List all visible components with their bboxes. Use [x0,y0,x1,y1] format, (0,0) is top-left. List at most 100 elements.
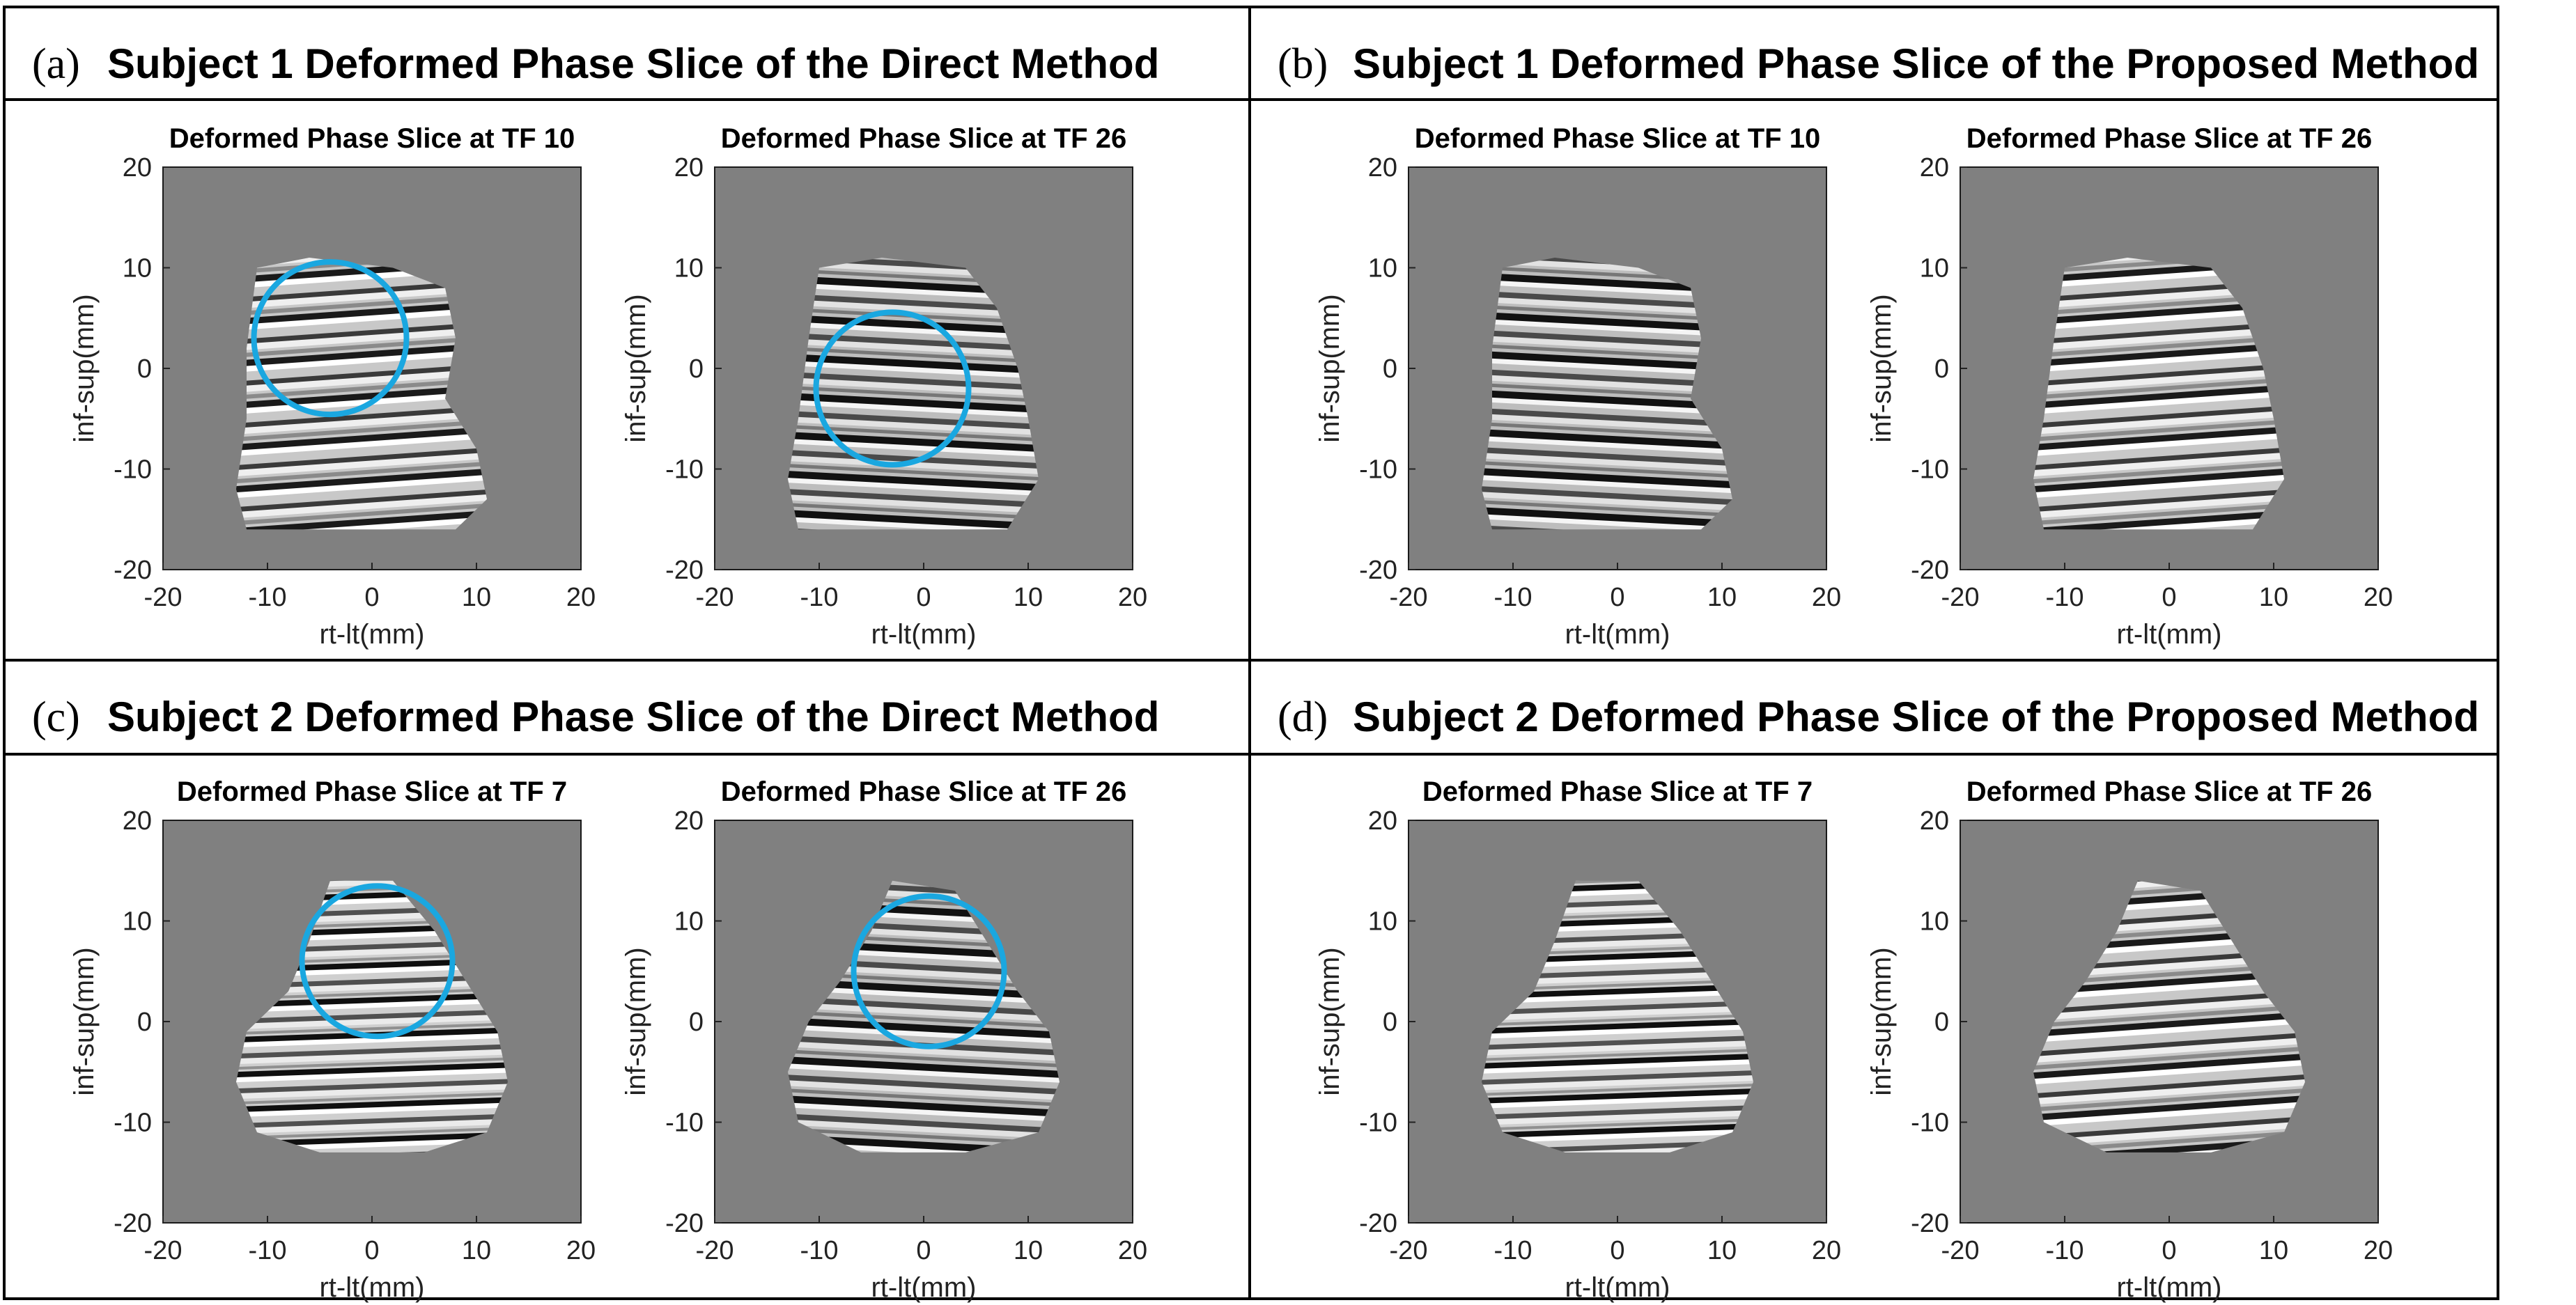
x-tick-label: 20 [1812,583,1841,612]
panel-title-d: Subject 2 Deformed Phase Slice of the Pr… [1353,694,2479,740]
x-tick-label: -20 [1941,583,1980,612]
highlight-circle [851,893,1007,1049]
x-tick-label: 10 [1707,583,1737,612]
y-tick-label: -20 [665,1209,704,1238]
y-tick-label: 10 [123,254,152,283]
y-tick-label: 0 [689,1008,704,1037]
y-axis-label: inf-sup(mm) [621,947,651,1095]
x-tick-label: 10 [1707,1236,1737,1265]
y-tick-label: -10 [1911,455,1949,485]
subplot-a-1: Deformed Phase Slice at TF 10 -20 -10 0 10 20… [69,123,596,650]
y-tick-label: -10 [665,455,704,485]
y-axis-label: inf-sup(mm) [1314,947,1345,1095]
x-axis-label: rt-lt(mm) [871,1272,976,1303]
phase-image [2033,880,2305,1152]
y-tick-label: 0 [1934,354,1949,384]
phase-image [1482,880,1753,1152]
y-tick-label: -10 [1359,1109,1397,1138]
y-tick-label: 0 [1934,1008,1949,1037]
x-tick-label: 0 [2162,583,2176,612]
x-tick-label: 10 [1014,1236,1043,1265]
x-tick-label: -10 [249,1236,287,1265]
panel-label-c: (c) [32,694,80,741]
x-tick-label: 0 [364,583,379,612]
subplot-title: Deformed Phase Slice at TF 7 [177,776,567,807]
y-tick-label: 0 [1383,354,1397,384]
y-tick-label: 10 [1368,254,1397,283]
subplot-title: Deformed Phase Slice at TF 10 [169,123,575,154]
y-axis-label: inf-sup(mm) [69,294,100,442]
subplot-title: Deformed Phase Slice at TF 26 [721,776,1126,807]
y-tick-label: 20 [1920,153,1949,182]
x-tick-label: 20 [2364,1236,2393,1265]
y-tick-label: 10 [1920,907,1949,937]
subplot-d-2: Deformed Phase Slice at TF 26 -20 -10 0 10 20… [1866,776,2393,1303]
panel-label-a: (a) [32,40,80,88]
y-axis-label: inf-sup(mm) [1866,294,1897,442]
y-axis-label: inf-sup(mm) [621,294,651,442]
subplot-title: Deformed Phase Slice at TF 7 [1422,776,1813,807]
x-tick-label: 0 [364,1236,379,1265]
y-tick-label: 10 [674,254,704,283]
x-tick-label: 20 [1118,1236,1147,1265]
x-tick-label: 0 [2162,1236,2176,1265]
y-tick-label: 0 [1383,1008,1397,1037]
y-tick-label: 10 [123,907,152,937]
x-tick-label: 10 [2259,583,2288,612]
panel-label-d: (d) [1278,694,1328,741]
phase-image [2033,258,2284,530]
y-tick-label: 20 [674,806,704,836]
subplot-a-2: Deformed Phase Slice at TF 26 -20 -10 0 10 20… [621,123,1147,650]
x-tick-label: 20 [1812,1236,1841,1265]
y-tick-label: -20 [114,1209,152,1238]
subplot-title: Deformed Phase Slice at TF 26 [1966,776,2372,807]
x-tick-label: 20 [566,1236,596,1265]
phase-image [236,258,487,530]
x-axis-label: rt-lt(mm) [1565,619,1670,650]
y-tick-label: -20 [1911,1209,1949,1238]
subplot-c-1: Deformed Phase Slice at TF 7 -20 -10 0 10 20 2… [69,776,596,1303]
subplot-b-2: Deformed Phase Slice at TF 26 -20 -10 0 10 20… [1866,123,2393,650]
x-tick-label: 0 [916,583,931,612]
y-axis-label: inf-sup(mm) [1314,294,1345,442]
x-tick-label: 0 [1610,1236,1624,1265]
subplot-title: Deformed Phase Slice at TF 10 [1415,123,1820,154]
y-tick-label: 20 [1368,153,1397,182]
y-tick-label: -20 [114,556,152,585]
x-tick-label: -10 [2046,583,2084,612]
x-tick-label: -20 [1390,1236,1428,1265]
x-tick-label: -10 [1494,583,1533,612]
x-tick-label: -10 [800,583,839,612]
y-tick-label: 10 [1368,907,1397,937]
x-tick-label: -20 [144,583,183,612]
y-tick-label: -10 [1359,455,1397,485]
y-axis-label: inf-sup(mm) [69,947,100,1095]
x-tick-label: 0 [1610,583,1624,612]
x-axis-label: rt-lt(mm) [319,619,424,650]
phase-image [1482,258,1732,530]
y-tick-label: 20 [123,153,152,182]
subplot-title: Deformed Phase Slice at TF 26 [721,123,1126,154]
panel-title-b: Subject 1 Deformed Phase Slice of the Pr… [1353,40,2479,87]
x-tick-label: 0 [916,1236,931,1265]
y-tick-label: 0 [137,354,152,384]
subplot-title: Deformed Phase Slice at TF 26 [1966,123,2372,154]
x-axis-label: rt-lt(mm) [319,1272,424,1303]
y-tick-label: 20 [1920,806,1949,836]
subplot-b-1: Deformed Phase Slice at TF 10 -20 -10 0 10 20… [1314,123,1841,650]
y-tick-label: 10 [674,907,704,937]
x-tick-label: 10 [2259,1236,2288,1265]
y-tick-label: -10 [114,455,152,485]
y-tick-label: -20 [1911,556,1949,585]
x-tick-label: -10 [1494,1236,1533,1265]
x-tick-label: 10 [462,1236,491,1265]
x-axis-label: rt-lt(mm) [871,619,976,650]
subplot-c-2: Deformed Phase Slice at TF 26 -20 -10 0 10 20… [621,776,1147,1303]
x-tick-label: 20 [2364,583,2393,612]
highlight-circle [299,883,456,1040]
x-tick-label: -20 [1941,1236,1980,1265]
y-tick-label: -10 [114,1109,152,1138]
x-axis-label: rt-lt(mm) [2116,619,2221,650]
y-tick-label: 0 [689,354,704,384]
